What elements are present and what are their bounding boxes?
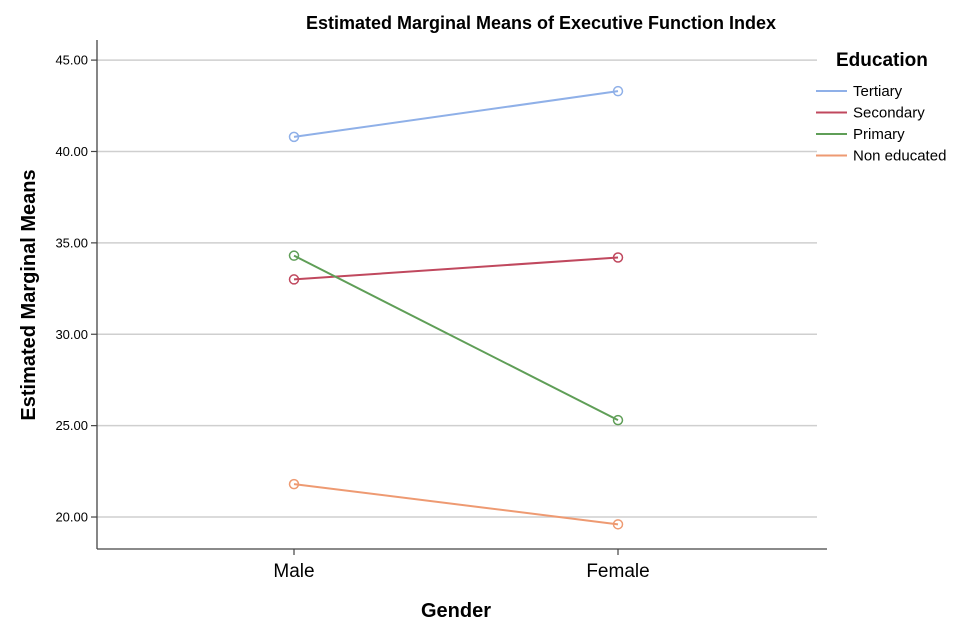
legend-title: Education [836, 50, 928, 71]
y-tick-label: 20.00 [55, 510, 88, 525]
legend-label: Tertiary [853, 83, 903, 100]
y-tick-label: 45.00 [55, 53, 88, 68]
point-non-educated [612, 519, 624, 530]
legend-label: Primary [853, 126, 905, 143]
point-secondary [288, 274, 300, 285]
grid [97, 59, 817, 518]
point-non-educated [288, 478, 300, 490]
series [288, 85, 624, 530]
x-tick-label: Male [273, 561, 314, 582]
legend-label: Non educated [853, 148, 946, 165]
x-tick-label: Female [586, 561, 649, 582]
point-primary [288, 250, 300, 261]
series-line-secondary [293, 256, 619, 281]
y-tick-label: 35.00 [55, 235, 88, 250]
chart-title: Estimated Marginal Means of Executive Fu… [306, 13, 776, 33]
axes [96, 40, 827, 550]
x-ticks: Male Female [273, 549, 650, 582]
y-tick-label: 25.00 [55, 418, 88, 433]
x-axis-title: Gender [421, 600, 491, 622]
point-primary [612, 414, 624, 426]
legend-label: Secondary [853, 105, 925, 122]
point-tertiary [612, 85, 624, 97]
point-secondary [612, 252, 624, 263]
point-tertiary [288, 131, 300, 143]
y-tick-label: 30.00 [55, 327, 88, 342]
series-line-non-educated [293, 483, 619, 526]
y-axis-title: Estimated Marginal Means [18, 169, 40, 420]
y-tick-label: 40.00 [55, 144, 88, 159]
y-ticks: 20.00 25.00 30.00 35.00 40.00 45.00 [55, 53, 97, 525]
legend: Education Tertiary Secondary Primary Non ed… [816, 50, 946, 165]
series-line-primary [293, 254, 619, 422]
series-line-tertiary [293, 90, 619, 138]
